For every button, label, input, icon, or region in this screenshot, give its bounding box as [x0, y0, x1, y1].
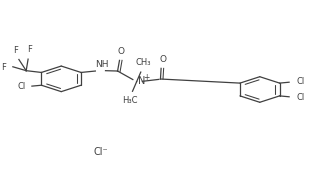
Text: F: F — [13, 46, 17, 55]
Text: Cl⁻: Cl⁻ — [94, 147, 108, 157]
Text: CH₃: CH₃ — [135, 58, 151, 67]
Text: +: + — [144, 73, 150, 82]
Text: H₃C: H₃C — [122, 96, 138, 105]
Text: N: N — [138, 76, 145, 86]
Text: O: O — [117, 47, 124, 56]
Text: Cl: Cl — [17, 82, 26, 91]
Text: NH: NH — [95, 60, 109, 69]
Text: F: F — [1, 63, 6, 72]
Text: Cl: Cl — [296, 93, 305, 102]
Text: Cl: Cl — [296, 77, 305, 86]
Text: F: F — [27, 45, 32, 54]
Text: O: O — [159, 55, 166, 64]
